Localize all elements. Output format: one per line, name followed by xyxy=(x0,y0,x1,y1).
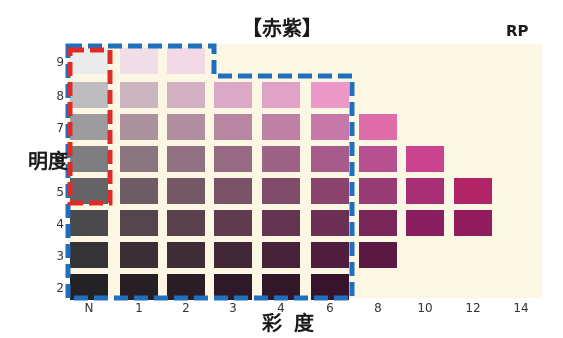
color-chip-7-1 xyxy=(120,114,158,140)
color-chip-4-4 xyxy=(262,210,300,236)
x-tick-label: N xyxy=(85,301,94,315)
color-chip-3-N xyxy=(70,242,108,268)
color-chip-4-1 xyxy=(120,210,158,236)
color-chip-6-2 xyxy=(167,146,205,172)
y-tick-label: 3 xyxy=(56,249,64,263)
color-chip-9-1 xyxy=(120,48,158,74)
color-chip-8-2 xyxy=(167,82,205,108)
color-chip-4-2 xyxy=(167,210,205,236)
color-chip-3-4 xyxy=(262,242,300,268)
color-chip-5-10 xyxy=(406,178,444,204)
blue-highlight-outline xyxy=(65,43,355,301)
color-chip-4-3 xyxy=(214,210,252,236)
color-chip-7-2 xyxy=(167,114,205,140)
x-axis-label: 彩度 xyxy=(262,311,326,335)
color-chip-3-2 xyxy=(167,242,205,268)
color-chip-7-N xyxy=(70,114,108,140)
x-tick-label: 4 xyxy=(277,301,285,315)
color-chip-7-8 xyxy=(359,114,397,140)
color-chip-6-6 xyxy=(311,146,349,172)
color-chip-3-8 xyxy=(359,242,397,268)
color-chip-4-12 xyxy=(454,210,492,236)
color-chip-5-4 xyxy=(262,178,300,204)
color-chip-3-3 xyxy=(214,242,252,268)
color-chip-7-4 xyxy=(262,114,300,140)
x-tick-label: 8 xyxy=(374,301,382,315)
red-highlight-outline xyxy=(67,47,113,206)
color-chip-5-1 xyxy=(120,178,158,204)
color-chip-5-8 xyxy=(359,178,397,204)
color-chip-5-3 xyxy=(214,178,252,204)
color-chip-6-4 xyxy=(262,146,300,172)
color-chip-4-6 xyxy=(311,210,349,236)
y-tick-label: 2 xyxy=(56,281,64,295)
color-chip-5-N xyxy=(70,178,108,204)
y-tick-label: 9 xyxy=(56,55,64,69)
color-chip-6-N xyxy=(70,146,108,172)
y-tick-label: 6 xyxy=(56,153,64,167)
color-chip-5-6 xyxy=(311,178,349,204)
color-chip-4-8 xyxy=(359,210,397,236)
color-chip-4-10 xyxy=(406,210,444,236)
x-tick-label: 2 xyxy=(182,301,190,315)
color-chip-8-6 xyxy=(311,82,349,108)
color-chip-5-2 xyxy=(167,178,205,204)
color-chip-9-2 xyxy=(167,48,205,74)
color-chip-6-1 xyxy=(120,146,158,172)
hue-code-label: RP xyxy=(506,22,529,40)
y-tick-label: 8 xyxy=(56,89,64,103)
color-chip-6-10 xyxy=(406,146,444,172)
x-tick-label: 1 xyxy=(135,301,143,315)
color-chip-3-6 xyxy=(311,242,349,268)
color-chip-8-3 xyxy=(214,82,252,108)
y-tick-label: 7 xyxy=(56,121,64,135)
x-tick-label: 14 xyxy=(513,301,528,315)
color-chip-3-1 xyxy=(120,242,158,268)
y-tick-label: 4 xyxy=(56,217,64,231)
color-chip-8-N xyxy=(70,82,108,108)
color-chip-5-12 xyxy=(454,178,492,204)
x-tick-label: 3 xyxy=(229,301,237,315)
x-tick-label: 6 xyxy=(326,301,334,315)
color-chip-7-6 xyxy=(311,114,349,140)
color-chip-6-3 xyxy=(214,146,252,172)
color-chip-7-3 xyxy=(214,114,252,140)
color-chip-4-N xyxy=(70,210,108,236)
x-tick-label: 10 xyxy=(417,301,432,315)
chart-title: 【赤紫】 xyxy=(242,16,322,40)
x-tick-label: 12 xyxy=(465,301,480,315)
y-axis-label: 明度 xyxy=(28,149,68,173)
y-tick-label: 5 xyxy=(56,185,64,199)
color-chip-8-4 xyxy=(262,82,300,108)
color-chip-6-8 xyxy=(359,146,397,172)
color-chip-8-1 xyxy=(120,82,158,108)
